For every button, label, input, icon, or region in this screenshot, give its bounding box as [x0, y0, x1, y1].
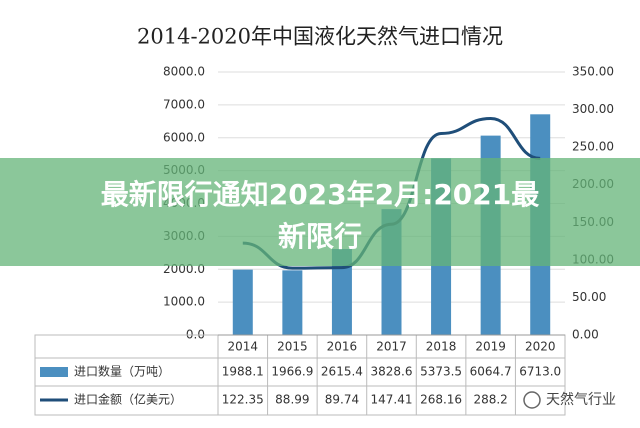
legend-swatch — [40, 367, 68, 377]
legend-label: 进口数量（万吨） — [74, 364, 170, 379]
y-tick-label: 8000.0 — [163, 65, 205, 79]
y2-tick-label: 50.00 — [572, 290, 606, 304]
watermark: 天然气行业 — [546, 391, 616, 408]
x-tick-label: 2017 — [376, 340, 407, 354]
table-value: 89.74 — [325, 393, 359, 407]
y2-tick-label: 300.00 — [572, 102, 614, 116]
bar — [232, 269, 253, 335]
table-value: 88.99 — [275, 393, 309, 407]
y-tick-label: 6000.0 — [163, 130, 205, 144]
table-value: 2615.4 — [321, 365, 363, 379]
bar — [282, 270, 303, 335]
banner-text: 新限行 — [278, 220, 362, 253]
table-value: 268.16 — [420, 393, 462, 407]
table-value: 1988.1 — [222, 365, 264, 379]
x-tick-label: 2018 — [426, 340, 457, 354]
table-value: 6064.7 — [470, 365, 512, 379]
table-value: 288.2 — [473, 393, 507, 407]
table-value: 122.35 — [222, 393, 264, 407]
y2-tick-label: 250.00 — [572, 140, 614, 154]
y2-tick-label: 0.00 — [572, 328, 599, 342]
y2-tick-label: 350.00 — [572, 65, 614, 79]
x-tick-label: 2015 — [277, 340, 308, 354]
table-value: 5373.5 — [420, 365, 462, 379]
chart-title: 2014-2020年中国液化天然气进口情况 — [137, 25, 503, 49]
table-value: 1966.9 — [271, 365, 313, 379]
banner — [0, 158, 640, 266]
bar — [331, 249, 352, 335]
banner-text: 最新限行通知2023年2月:2021最 — [101, 178, 540, 211]
table-value: 3828.6 — [371, 365, 413, 379]
y-tick-label: 7000.0 — [163, 97, 205, 111]
x-tick-label: 2019 — [475, 340, 506, 354]
y-tick-label: 1000.0 — [163, 295, 205, 309]
watermark-logo — [523, 391, 541, 409]
x-tick-label: 2016 — [327, 340, 358, 354]
legend-label: 进口金额（亿美元） — [74, 392, 182, 407]
x-tick-label: 2014 — [228, 340, 259, 354]
x-tick-label: 2020 — [525, 340, 556, 354]
table-value: 147.41 — [371, 393, 413, 407]
table-value: 6713.0 — [519, 365, 561, 379]
